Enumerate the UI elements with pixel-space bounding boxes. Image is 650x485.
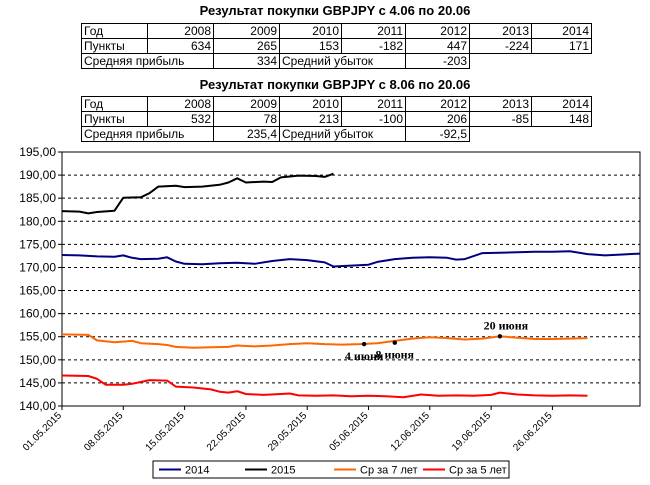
x-tick-label: 08.05.2015 — [82, 410, 125, 453]
avg-profit-value: 235,4 — [213, 126, 280, 142]
year-cell: 2014 — [531, 96, 592, 112]
annotation-dot — [392, 340, 397, 345]
x-tick-label: 15.05.2015 — [144, 410, 187, 453]
avg-profit-label: Средняя прибыль — [81, 53, 214, 69]
points-cell: 78 — [213, 111, 280, 127]
avg-loss-label: Средний убыток — [279, 53, 406, 69]
series-line-3 — [61, 374, 588, 399]
legend-label: 2014 — [185, 465, 209, 477]
table2-year-row: Год 2008 2009 2010 2011 2012 2013 2014 — [81, 96, 592, 112]
table2-average-row: Средняя прибыль 235,4 Средний убыток -92… — [81, 126, 592, 142]
avg-profit-value: 334 — [213, 53, 280, 69]
year-cell: 2012 — [405, 96, 470, 112]
year-cell: 2011 — [341, 96, 406, 112]
x-tick-label: 29.05.2015 — [266, 410, 309, 453]
points-label: Пункты — [81, 38, 148, 54]
series-line-1 — [61, 172, 334, 215]
year-cell: 2014 — [531, 23, 592, 39]
annotation-label: 4 июня — [345, 349, 384, 363]
y-tick-label: 160,00 — [19, 307, 56, 321]
table1-points-row: Пункты 634 265 153 -182 447 -224 171 — [81, 38, 592, 54]
x-tick-label: 26.06.2015 — [511, 410, 554, 453]
annotation-dot — [497, 334, 503, 339]
y-tick-label: 150,00 — [19, 353, 56, 367]
x-tick-label: 05.06.2015 — [327, 410, 370, 453]
table1-title: Результат покупки GBPJPY с 4.06 по 20.06 — [199, 3, 471, 18]
annotation-label: 8 июня — [376, 348, 415, 362]
points-cell: 148 — [531, 111, 592, 127]
y-tick-label: 155,00 — [19, 330, 56, 344]
y-tick-label: 180,00 — [19, 214, 56, 228]
y-tick-label: 140,00 — [19, 399, 56, 413]
year-cell: 2008 — [147, 23, 214, 39]
x-tick-label: 01.05.2015 — [21, 410, 64, 453]
avg-loss-value: -92,5 — [405, 126, 470, 142]
table1-year-row: Год 2008 2009 2010 2011 2012 2013 2014 — [81, 23, 592, 39]
points-cell: -224 — [469, 38, 532, 54]
y-tick-label: 165,00 — [19, 284, 56, 298]
x-tick-label: 22.05.2015 — [205, 410, 248, 453]
table2: Год 2008 2009 2010 2011 2012 2013 2014 П… — [81, 96, 592, 142]
y-tick-label: 175,00 — [19, 237, 56, 251]
avg-loss-value: -203 — [405, 53, 470, 69]
x-tick-label: 19.06.2015 — [450, 410, 493, 453]
table2-points-row: Пункты 532 78 213 -100 206 -85 148 — [81, 111, 592, 127]
series-line-2 — [61, 333, 588, 349]
legend-label: Ср за 7 лет — [360, 465, 418, 477]
avg-loss-label: Средний убыток — [279, 126, 406, 142]
legend-label: 2015 — [271, 465, 295, 477]
points-cell: 171 — [531, 38, 592, 54]
y-tick-label: 185,00 — [19, 191, 56, 205]
year-cell: 2012 — [405, 23, 470, 39]
y-tick-label: 145,00 — [19, 376, 56, 390]
y-tick-label: 170,00 — [19, 260, 56, 274]
avg-profit-label: Средняя прибыль — [81, 126, 214, 142]
annotation-label: 20 июня — [484, 318, 529, 332]
y-tick-label: 195,00 — [19, 145, 56, 159]
table1-average-row: Средняя прибыль 334 Средний убыток -203 — [81, 53, 592, 69]
table2-title: Результат покупки GBPJPY с 8.06 по 20.06 — [199, 77, 471, 92]
plot-area — [61, 151, 641, 407]
legend-label: Ср за 5 лет — [449, 465, 507, 477]
x-tick-label: 12.06.2015 — [389, 410, 432, 453]
legend-box — [152, 460, 510, 479]
series-line-0 — [61, 250, 641, 268]
points-cell: 532 — [147, 111, 214, 127]
points-cell: -85 — [469, 111, 532, 127]
year-cell: 2010 — [279, 96, 342, 112]
annotation-dot — [361, 341, 367, 347]
y-tick-label: 190,00 — [19, 168, 56, 182]
table1: Год 2008 2009 2010 2011 2012 2013 2014 П… — [81, 23, 592, 69]
